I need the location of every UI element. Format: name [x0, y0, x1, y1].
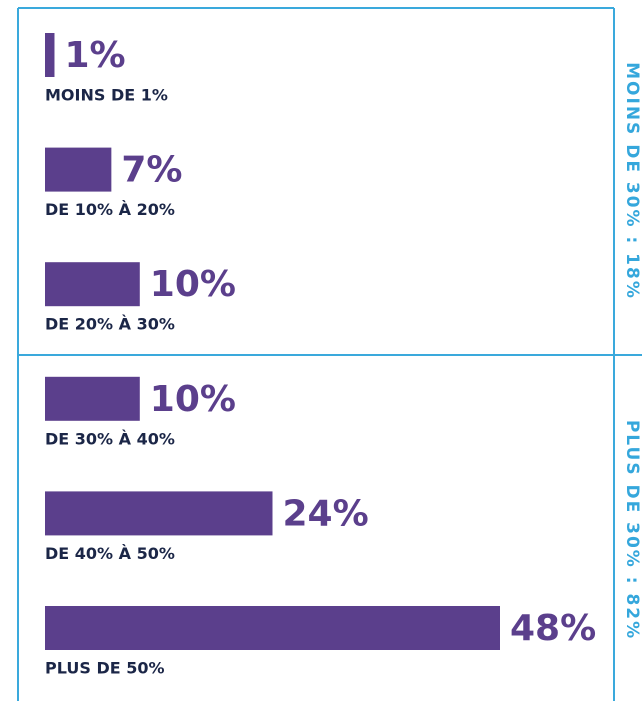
value-label: 10%	[150, 264, 236, 305]
value-label: 7%	[121, 150, 182, 191]
category-label: DE 20% À 30%	[45, 315, 175, 334]
group-label: MOINS DE 30% : 18%	[622, 62, 642, 300]
category-label: PLUS DE 50%	[45, 659, 165, 678]
category-label: DE 10% À 20%	[45, 200, 175, 219]
group-label: PLUS DE 30% : 82%	[622, 420, 642, 640]
value-label: 1%	[64, 35, 125, 76]
bar	[45, 491, 273, 536]
category-label: DE 30% À 40%	[45, 429, 175, 448]
category-label: DE 40% À 50%	[45, 544, 175, 563]
bar	[45, 262, 140, 307]
bar	[45, 33, 55, 77]
value-label: 48%	[510, 608, 596, 649]
bar	[45, 376, 140, 421]
value-label: 10%	[150, 379, 236, 420]
category-label: MOINS DE 1%	[45, 86, 168, 105]
bar	[45, 147, 112, 192]
value-label: 24%	[283, 493, 369, 534]
bar	[45, 606, 500, 650]
